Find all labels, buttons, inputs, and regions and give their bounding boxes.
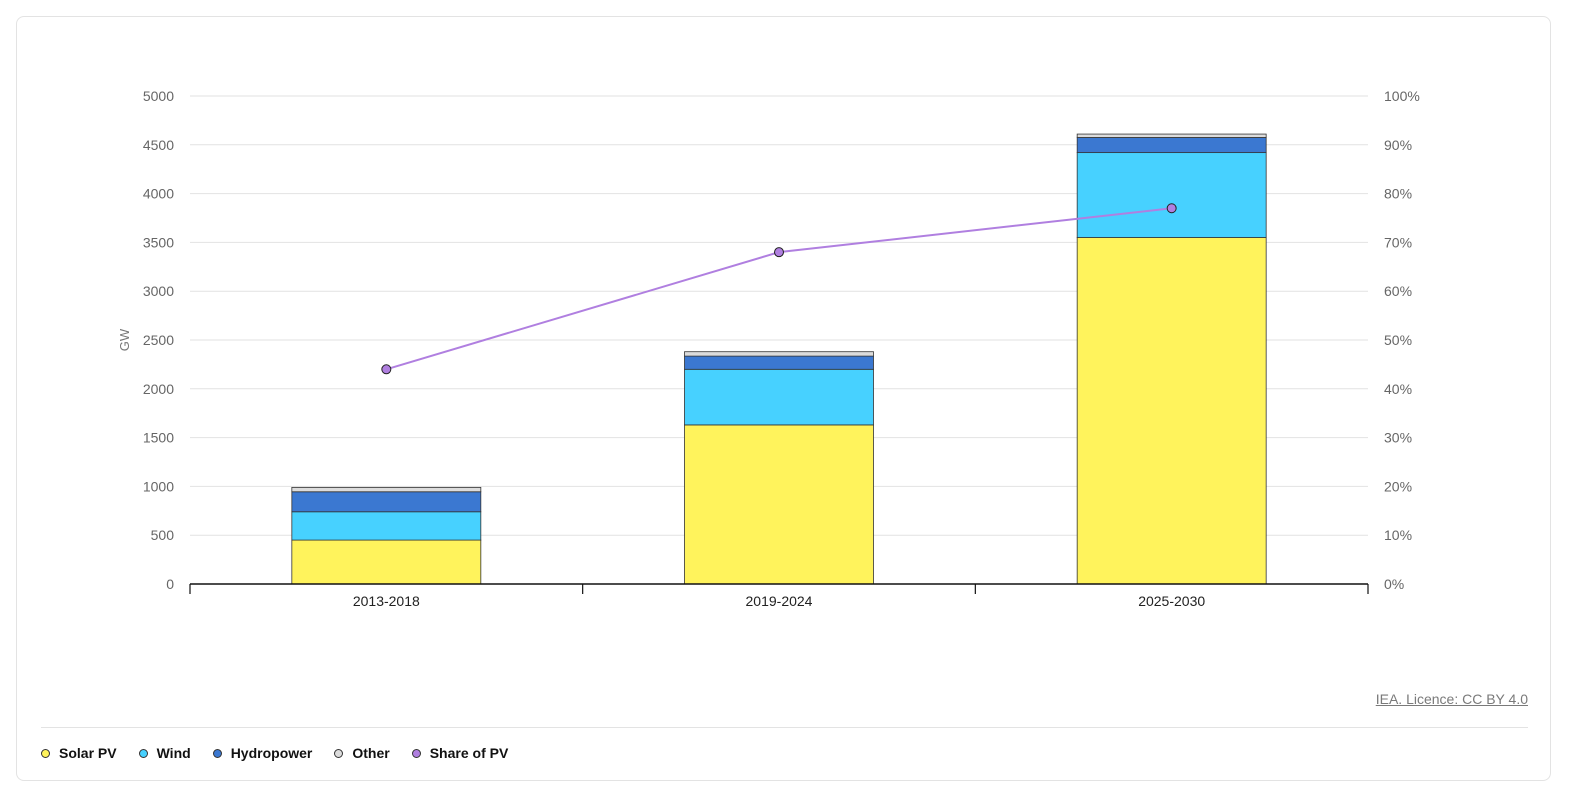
y2-tick-label: 100% — [1384, 88, 1420, 104]
y-tick-label: 4500 — [143, 137, 174, 153]
y2-tick-label: 80% — [1384, 186, 1412, 202]
y2-tick-label: 0% — [1384, 576, 1404, 592]
y-tick-label: 1500 — [143, 430, 174, 446]
legend-swatch-solar-pv — [41, 748, 50, 758]
legend-swatch-other — [334, 748, 344, 758]
y2-tick-label: 20% — [1384, 478, 1412, 494]
bar-wind — [291, 511, 482, 541]
y-tick-label: 4000 — [143, 186, 174, 202]
x-tick-label: 2025-2030 — [1138, 593, 1205, 609]
bar-other — [1076, 133, 1267, 138]
y2-tick-label: 30% — [1384, 430, 1412, 446]
y-tick-label: 3000 — [143, 283, 174, 299]
share-of-pv-point — [774, 247, 784, 258]
legend-label-share-of-pv: Share of PV — [429, 745, 509, 761]
share-of-pv-point — [381, 364, 392, 375]
y2-tick-label: 40% — [1384, 381, 1412, 397]
bar-hydropower — [1076, 137, 1267, 154]
bar-wind — [684, 368, 874, 426]
legend-label-solar-pv: Solar PV — [59, 745, 117, 761]
legend-label-other: Other — [352, 745, 390, 761]
bar-other — [684, 351, 874, 357]
bar-solar-pv — [291, 539, 482, 585]
y2-tick-label: 50% — [1384, 332, 1412, 348]
bar-other — [291, 486, 482, 493]
share-of-pv-line — [386, 207, 1172, 371]
legend-swatch-wind — [138, 748, 148, 758]
y-tick-label: 500 — [151, 527, 175, 543]
y2-tick-label: 60% — [1384, 283, 1412, 299]
licence-link[interactable]: IEA. Licence: CC BY 4.0 — [1375, 691, 1528, 707]
y-tick-label: 0 — [166, 576, 174, 592]
y-tick-label: 2500 — [143, 332, 174, 348]
x-tick-label: 2019-2024 — [746, 593, 813, 609]
bar-hydropower — [291, 491, 482, 513]
bar-solar-pv — [684, 424, 874, 585]
legend-item-wind[interactable]: Wind — [138, 745, 191, 761]
bar-wind — [1076, 152, 1267, 238]
legend-item-solar-pv[interactable]: Solar PV — [41, 745, 117, 761]
legend-label-hydropower: Hydropower — [230, 745, 313, 761]
y-tick-label: 1000 — [143, 478, 174, 494]
legend-label-wind: Wind — [156, 745, 191, 761]
y-tick-label: 3500 — [143, 234, 174, 250]
legend-item-share-of-pv[interactable]: Share of PV — [411, 745, 509, 761]
legend: Solar PV Wind Hydropower Other Share of … — [41, 745, 530, 761]
y2-tick-label: 10% — [1384, 527, 1412, 543]
x-tick-label: 2013-2018 — [353, 593, 420, 609]
y2-tick-label: 70% — [1384, 234, 1412, 250]
legend-swatch-hydropower — [212, 748, 222, 758]
legend-divider — [41, 727, 1528, 728]
legend-item-hydropower[interactable]: Hydropower — [212, 745, 313, 761]
stacked-bar-chart: 0 500 1000 1500 2000 2500 3000 3500 4000 4500 5000… — [117, 88, 1420, 609]
share-of-pv-point — [1166, 203, 1177, 214]
y-tick-label: 5000 — [143, 88, 174, 104]
chart-card: 0 500 1000 1500 2000 2500 3000 3500 4000 4500 5000… — [16, 16, 1551, 781]
bar-hydropower — [684, 355, 874, 370]
y-tick-label: 2000 — [143, 381, 174, 397]
y2-tick-label: 90% — [1384, 137, 1412, 153]
bar-solar-pv — [1076, 237, 1267, 585]
legend-swatch-share-of-pv — [411, 748, 421, 758]
legend-item-other[interactable]: Other — [334, 745, 390, 761]
y-axis-label: GW — [117, 328, 132, 351]
